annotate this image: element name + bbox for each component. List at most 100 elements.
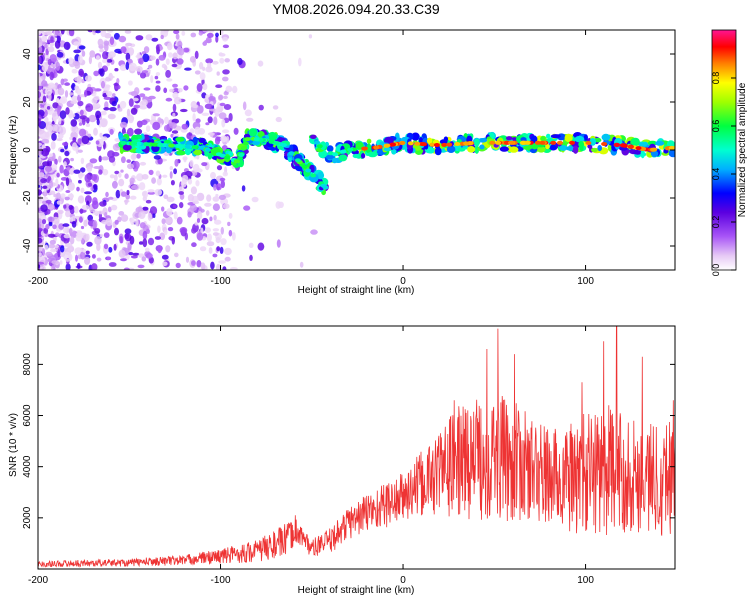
noise-blob xyxy=(163,194,169,199)
noise-blob xyxy=(178,191,184,195)
noise-blob xyxy=(38,208,42,212)
colorbar-tick-label: 0.2 xyxy=(711,216,721,229)
noise-blob xyxy=(79,109,84,116)
noise-blob xyxy=(182,156,188,161)
noise-blob xyxy=(196,232,204,241)
noise-blob xyxy=(213,214,217,221)
noise-blob xyxy=(69,236,75,245)
noise-blob xyxy=(50,36,54,42)
ridge-cell xyxy=(633,150,643,155)
ridge-peak-cell xyxy=(157,142,164,147)
noise-blob xyxy=(196,192,205,202)
noise-blob xyxy=(74,205,79,214)
noise-blob xyxy=(224,58,230,63)
noise-blob xyxy=(96,210,105,215)
noise-blob xyxy=(65,107,70,115)
noise-blob xyxy=(147,237,155,246)
ridge-cell xyxy=(248,128,258,137)
noise-blob xyxy=(155,58,160,66)
noise-blob xyxy=(173,168,178,175)
noise-blob xyxy=(275,201,282,209)
noise-blob xyxy=(155,85,161,92)
x-tick-label: 0 xyxy=(400,276,406,287)
noise-blob xyxy=(74,62,81,69)
noise-blob xyxy=(79,128,87,137)
noise-blob xyxy=(60,78,65,86)
noise-blob xyxy=(169,88,175,93)
noise-blob xyxy=(42,95,47,103)
noise-blob xyxy=(103,232,110,239)
noise-blob xyxy=(60,177,68,181)
noise-blob xyxy=(101,110,107,115)
ridge-peak-cell xyxy=(454,142,461,146)
noise-blob xyxy=(71,68,78,74)
noise-blob xyxy=(163,87,168,94)
ridge-cell xyxy=(332,157,338,164)
ridge-peak-cell xyxy=(621,143,628,148)
noise-blob xyxy=(85,103,94,112)
noise-blob xyxy=(55,61,61,71)
noise-blob xyxy=(68,204,74,210)
snr-ylabel: SNR (10 * v/v) xyxy=(8,413,19,477)
ridge-peak-cell xyxy=(340,149,346,154)
noise-blob xyxy=(148,169,154,176)
y-tick-label: 0 xyxy=(22,147,33,153)
noise-blob xyxy=(64,82,70,86)
noise-blob xyxy=(237,57,243,66)
noise-blob xyxy=(136,52,141,58)
noise-blob xyxy=(72,142,78,151)
noise-blob xyxy=(134,128,143,135)
noise-blob xyxy=(59,96,68,104)
noise-blob xyxy=(70,113,76,118)
noise-blob xyxy=(68,247,73,253)
noise-blob xyxy=(160,34,164,40)
noise-blob xyxy=(126,108,131,117)
x-tick-label: -200 xyxy=(28,575,48,586)
noise-blob xyxy=(64,196,70,201)
noise-blob xyxy=(157,225,161,233)
figure-title: YM08.2026.094.20.33.C39 xyxy=(272,1,440,17)
noise-blob xyxy=(228,212,233,219)
noise-blob xyxy=(93,127,98,136)
ridge-peak-cell xyxy=(433,143,440,147)
noise-blob xyxy=(91,263,98,270)
noise-blob xyxy=(156,44,160,51)
y-tick-label: -40 xyxy=(22,238,33,253)
ridge-peak-cell xyxy=(131,141,138,146)
spectrogram-xlabel: Height of straight line (km) xyxy=(298,285,415,296)
noise-blob xyxy=(76,75,82,84)
noise-blob xyxy=(52,102,59,109)
noise-blob xyxy=(147,191,156,195)
noise-blob xyxy=(142,230,148,240)
noise-blob xyxy=(156,177,162,186)
noise-blob xyxy=(38,163,43,167)
ridge-peak-cell xyxy=(668,145,675,150)
noise-blob xyxy=(138,182,146,191)
noise-blob xyxy=(100,30,107,37)
y-tick-label: 40 xyxy=(22,48,33,60)
noise-blob xyxy=(201,162,208,167)
noise-blob xyxy=(73,169,81,174)
noise-blob xyxy=(222,76,229,82)
noise-blob xyxy=(172,103,177,112)
ridge-cell xyxy=(474,138,480,147)
noise-blob xyxy=(136,153,141,159)
noise-blob xyxy=(210,171,216,180)
ridge-cell xyxy=(193,149,202,156)
noise-blob xyxy=(129,195,137,200)
noise-blob xyxy=(147,212,153,221)
noise-blob xyxy=(57,133,64,139)
noise-blob xyxy=(141,256,147,262)
noise-blob xyxy=(113,174,118,182)
colorbar-label: Normalized spectral amplitude xyxy=(737,82,748,217)
noise-blob xyxy=(199,246,207,252)
noise-blob xyxy=(129,177,135,183)
noise-blob xyxy=(205,66,213,73)
noise-blob xyxy=(162,261,168,267)
colorbar-tick-label: 0.4 xyxy=(711,168,721,181)
ridge-peak-cell xyxy=(316,144,323,149)
noise-blob xyxy=(166,196,175,203)
noise-blob xyxy=(130,255,138,259)
noise-blob xyxy=(249,254,253,261)
